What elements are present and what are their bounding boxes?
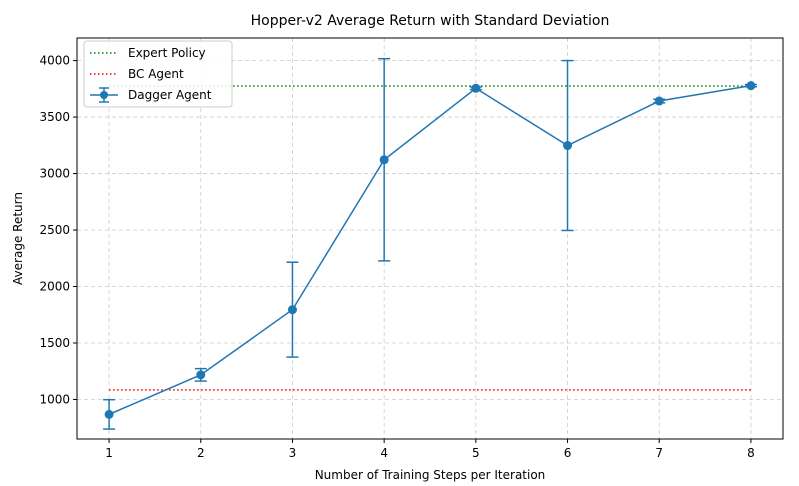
data-point xyxy=(379,155,389,165)
data-point xyxy=(563,141,573,151)
x-axis-label: Number of Training Steps per Iteration xyxy=(315,468,546,482)
y-axis-label: Average Return xyxy=(11,192,25,285)
legend-label: BC Agent xyxy=(128,67,184,81)
y-tick-label: 2000 xyxy=(39,280,70,294)
x-tick-label: 3 xyxy=(289,446,297,460)
legend-label: Dagger Agent xyxy=(128,88,212,102)
legend-swatch-marker xyxy=(100,91,108,99)
data-point xyxy=(104,409,114,419)
y-tick-label: 3500 xyxy=(39,110,70,124)
y-axis-ticks: 1000 1500 2000 2500 3000 3500 4000 xyxy=(39,54,77,406)
chart-title: Hopper-v2 Average Return with Standard D… xyxy=(251,13,610,29)
x-tick-label: 7 xyxy=(655,446,663,460)
x-tick-label: 8 xyxy=(747,446,755,460)
y-tick-label: 2500 xyxy=(39,223,70,237)
data-point xyxy=(654,96,664,106)
y-tick-label: 1500 xyxy=(39,336,70,350)
legend-label: Expert Policy xyxy=(128,46,206,60)
reference-lines xyxy=(109,85,751,391)
x-tick-label: 6 xyxy=(564,446,572,460)
data-point xyxy=(196,370,206,380)
plot-frame xyxy=(76,37,784,440)
legend: Expert Policy BC Agent Dagger Agent xyxy=(83,40,233,108)
x-axis-ticks: 1 2 3 4 5 6 7 8 xyxy=(105,439,755,460)
x-tick-label: 1 xyxy=(105,446,113,460)
legend-box xyxy=(83,40,233,108)
x-tick-label: 4 xyxy=(380,446,388,460)
data-point xyxy=(471,83,481,93)
y-tick-label: 4000 xyxy=(39,54,70,68)
y-tick-label: 3000 xyxy=(39,167,70,181)
x-tick-label: 2 xyxy=(197,446,205,460)
data-point xyxy=(287,305,297,315)
y-tick-label: 1000 xyxy=(39,392,70,406)
series-line xyxy=(108,84,752,416)
x-tick-label: 5 xyxy=(472,446,480,460)
data-series xyxy=(104,81,756,419)
data-point xyxy=(746,81,756,91)
